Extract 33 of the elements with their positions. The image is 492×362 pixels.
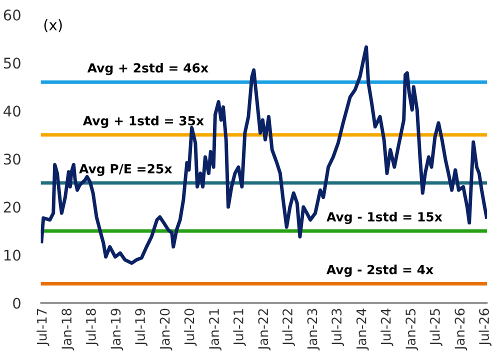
- y-tick-label: 50: [4, 58, 20, 69]
- x-tick-label: Jul-23: [331, 308, 344, 346]
- x-tick-label: Jan-26: [454, 308, 468, 350]
- x-tick-label: Jul-17: [36, 308, 50, 346]
- line-series: [40, 45, 488, 265]
- y-tick-label: 20: [4, 202, 20, 213]
- x-tick-label: Jan-18: [62, 308, 74, 350]
- x-tick-label: Jul-26: [478, 308, 492, 346]
- x-tick-label: Jul-19: [134, 308, 148, 346]
- x-tick-label: Jan-23: [307, 308, 320, 350]
- x-tick-label: Jul-24: [380, 308, 394, 346]
- ref-line-label: Avg P/E =25x: [79, 164, 172, 176]
- ref-line-label: Avg - 1std = 15x: [326, 212, 442, 224]
- y-tick-label: 10: [4, 250, 20, 261]
- y-tick-label: 60: [4, 10, 20, 21]
- ref-line-label: Avg - 2std = 4x: [326, 264, 434, 277]
- y-tick-label: 0: [13, 298, 20, 309]
- ref-line-label: Avg + 2std = 46x: [87, 62, 208, 76]
- x-tick-label: Jan-22: [258, 309, 271, 350]
- y-tick-label: 30: [4, 154, 20, 165]
- y-tick-label: 40: [4, 106, 20, 117]
- x-tick-label: Jan-21: [209, 309, 222, 350]
- x-tick-label: Jul-18: [86, 308, 98, 346]
- x-tick-label: Jul-20: [184, 308, 197, 346]
- x-tick-label: Jan-24: [356, 308, 369, 350]
- ref-line-label: Avg + 1std = 35x: [82, 116, 204, 128]
- x-tick-label: Jan-19: [110, 308, 124, 350]
- x-tick-label: Jul-22: [282, 309, 295, 346]
- x-tick-label: Jul-25: [430, 309, 442, 346]
- x-tick-label: Jul-21: [233, 309, 246, 346]
- x-tick-label: Jan-25: [406, 309, 418, 350]
- x-tick-label: Jan-20: [160, 308, 172, 350]
- y-axis-title: (x): [44, 19, 62, 32]
